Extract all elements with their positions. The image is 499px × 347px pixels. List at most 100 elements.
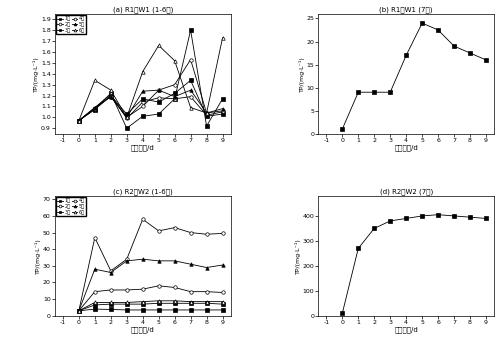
6号 — [220, 299, 226, 304]
5号 — [76, 309, 82, 313]
1号 — [108, 91, 114, 95]
3号 — [220, 112, 226, 116]
7号 — [355, 246, 361, 251]
3号 — [188, 301, 194, 305]
7号 — [339, 311, 345, 315]
6号 — [124, 115, 130, 119]
1号 — [76, 309, 82, 313]
5号 — [124, 259, 130, 263]
5号 — [156, 88, 162, 92]
2号 — [92, 289, 98, 294]
5号 — [156, 259, 162, 263]
Line: 2号: 2号 — [77, 93, 224, 122]
Line: 1号: 1号 — [77, 28, 224, 130]
6号 — [172, 299, 178, 303]
5号 — [188, 262, 194, 266]
Title: (d) R2，W2 (7号): (d) R2，W2 (7号) — [380, 188, 433, 195]
3号 — [140, 97, 146, 101]
5号 — [108, 95, 114, 99]
1号 — [140, 114, 146, 118]
2号 — [188, 289, 194, 294]
7号 — [435, 213, 441, 217]
7号 — [387, 219, 393, 223]
1号 — [204, 308, 210, 312]
6号 — [172, 59, 178, 63]
6号 — [188, 299, 194, 304]
2号 — [156, 96, 162, 100]
3号 — [204, 301, 210, 305]
4号 — [172, 83, 178, 87]
1号 — [76, 119, 82, 123]
1号 — [108, 307, 114, 312]
Line: 1号: 1号 — [77, 307, 224, 313]
3号 — [140, 302, 146, 306]
6号 — [92, 301, 98, 305]
6号 — [108, 301, 114, 305]
3号 — [108, 93, 114, 98]
3号 — [220, 302, 226, 306]
X-axis label: 水解时间/d: 水解时间/d — [394, 144, 418, 151]
7号 — [467, 215, 473, 219]
6号 — [156, 43, 162, 48]
6号 — [188, 105, 194, 110]
2号 — [204, 289, 210, 294]
1号 — [156, 308, 162, 312]
7号 — [483, 216, 489, 220]
6号 — [140, 69, 146, 74]
2号 — [92, 105, 98, 110]
5号 — [76, 119, 82, 123]
1号 — [92, 307, 98, 311]
2号 — [188, 95, 194, 99]
6号 — [76, 309, 82, 313]
7号 — [403, 53, 409, 58]
4号 — [124, 257, 130, 261]
X-axis label: 水解时间/d: 水解时间/d — [131, 144, 155, 151]
7号 — [419, 214, 425, 218]
4号 — [92, 236, 98, 240]
3号 — [156, 100, 162, 104]
3号 — [124, 112, 130, 116]
Title: (c) R2，W2 (1-6号): (c) R2，W2 (1-6号) — [113, 188, 173, 195]
5号 — [92, 105, 98, 110]
4号 — [204, 232, 210, 236]
6号 — [220, 36, 226, 40]
Line: 6号: 6号 — [77, 299, 224, 313]
3号 — [76, 309, 82, 313]
7号 — [435, 28, 441, 32]
7号 — [339, 127, 345, 131]
7号 — [451, 214, 457, 218]
5号 — [204, 111, 210, 115]
6号 — [140, 299, 146, 304]
Y-axis label: TP/(mg·L⁻¹): TP/(mg·L⁻¹) — [33, 56, 39, 92]
5号 — [124, 115, 130, 119]
5号 — [188, 88, 194, 92]
1号 — [92, 107, 98, 111]
2号 — [124, 288, 130, 292]
7号 — [387, 90, 393, 94]
Title: (a) R1，W1 (1-6号): (a) R1，W1 (1-6号) — [113, 6, 173, 13]
1号 — [204, 124, 210, 128]
Line: 3号: 3号 — [77, 78, 224, 122]
Title: (b) R1，W1 (7号): (b) R1，W1 (7号) — [379, 6, 433, 13]
1号 — [140, 308, 146, 312]
4号 — [220, 109, 226, 113]
5号 — [92, 267, 98, 271]
1号 — [188, 308, 194, 312]
2号 — [172, 97, 178, 101]
Line: 4号: 4号 — [77, 58, 224, 122]
2号 — [140, 287, 146, 291]
Line: 3号: 3号 — [77, 302, 224, 313]
2号 — [124, 116, 130, 120]
3号 — [92, 108, 98, 112]
4号 — [204, 111, 210, 115]
3号 — [172, 301, 178, 305]
Line: 4号: 4号 — [77, 218, 224, 313]
5号 — [140, 89, 146, 93]
1号 — [220, 308, 226, 312]
2号 — [76, 119, 82, 123]
Line: 5号: 5号 — [77, 257, 224, 313]
7号 — [371, 90, 377, 94]
3号 — [76, 119, 82, 123]
2号 — [204, 113, 210, 117]
Line: 7号: 7号 — [341, 213, 488, 315]
